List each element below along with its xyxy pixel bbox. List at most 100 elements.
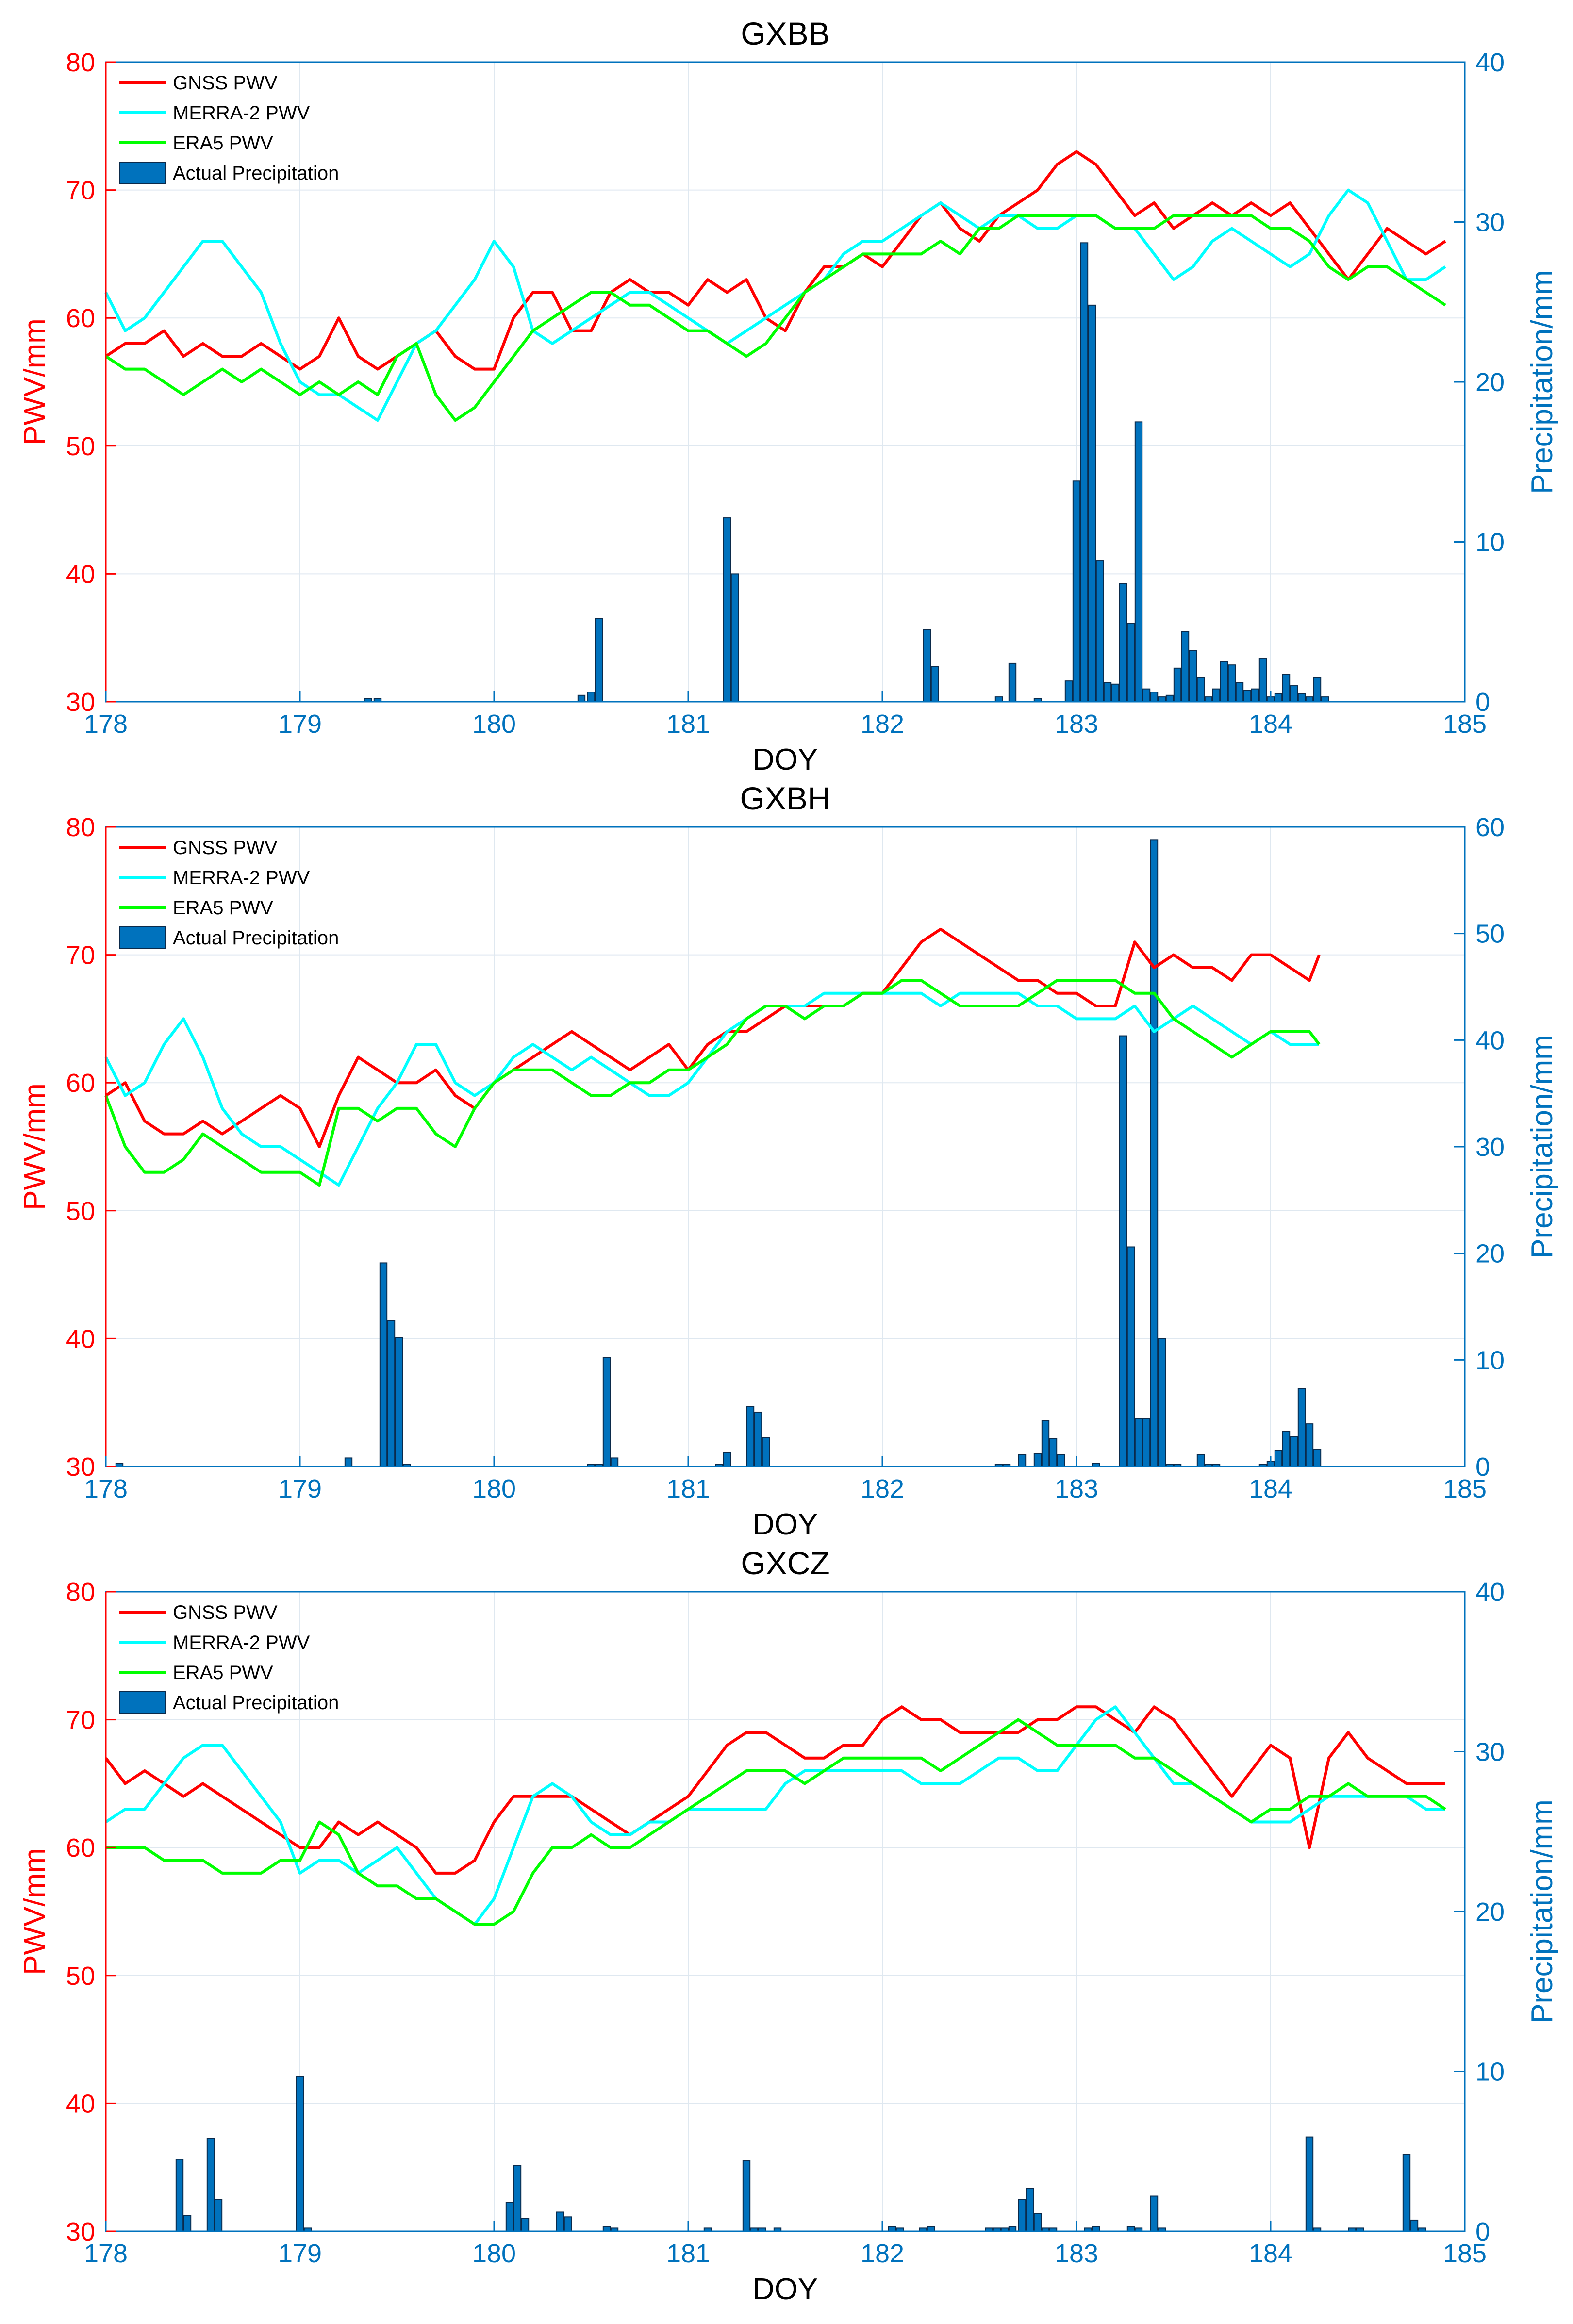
x-tick-label: 180 — [472, 2239, 516, 2268]
series-line-era5-pwv — [105, 214, 1446, 422]
precipitation-bar — [742, 2160, 751, 2232]
right-y-tick-label: 0 — [1475, 688, 1490, 717]
precipitation-bar — [1290, 1436, 1298, 1467]
series-line-gnss-pwv — [105, 927, 1321, 1148]
precipitation-bar — [214, 2199, 223, 2232]
precipitation-bar — [610, 1457, 619, 1467]
legend: GNSS PWV MERRA-2 PWV ERA5 PWV Actual Precip… — [119, 72, 339, 184]
x-tick-label: 179 — [278, 709, 322, 739]
x-tick-label: 183 — [1055, 709, 1098, 739]
right-y-tick-label: 20 — [1475, 1239, 1505, 1269]
precipitation-bar — [1057, 1454, 1065, 1467]
right-y-axis-label: Precipitation/mm — [1525, 1799, 1559, 2024]
x-tick-label: 185 — [1443, 709, 1487, 739]
series-line-merra-2-pwv — [104, 188, 1446, 422]
precipitation-bar — [1033, 1453, 1042, 1467]
legend-label: MERRA-2 PWV — [173, 1632, 310, 1653]
precipitation-bar — [1297, 693, 1306, 703]
y-axis-label: PWV/mm — [18, 318, 51, 445]
right-y-tick-label: 40 — [1475, 1578, 1505, 1607]
y-tick-label: 30 — [66, 2217, 95, 2246]
precipitation-bar — [1189, 650, 1197, 703]
x-tick-label: 178 — [84, 1474, 128, 1503]
precipitation-bar — [1251, 688, 1259, 703]
chart-title: GXBB — [741, 16, 829, 51]
precipitation-bar — [1196, 1454, 1205, 1467]
x-tick-label: 182 — [861, 2239, 904, 2268]
right-y-tick-label: 10 — [1475, 528, 1505, 557]
legend-swatch-precipitation — [119, 1691, 166, 1714]
y-axis-label: PWV/mm — [18, 1083, 51, 1210]
precipitation-bar — [1305, 2136, 1314, 2232]
precipitation-bars — [175, 2076, 1426, 2232]
y-tick-label: 60 — [66, 1069, 95, 1098]
precipitation-bar — [1134, 1418, 1143, 1467]
precipitation-bar — [206, 2138, 215, 2232]
precipitation-bar — [1313, 1449, 1322, 1467]
legend-label: MERRA-2 PWV — [173, 867, 310, 889]
x-tick-label: 184 — [1249, 2239, 1292, 2268]
legend-label: GNSS PWV — [173, 72, 278, 94]
precipitation-bar — [587, 692, 596, 702]
x-tick-label: 181 — [666, 2239, 710, 2268]
y-tick-label: 70 — [66, 941, 95, 970]
precipitation-bar — [1041, 1420, 1050, 1467]
x-tick-label: 179 — [278, 2239, 322, 2268]
right-y-tick-label: 30 — [1475, 1133, 1505, 1162]
precipitation-bar — [1064, 680, 1073, 703]
right-y-tick-label: 20 — [1475, 368, 1505, 397]
precipitation-bar — [183, 2215, 192, 2232]
precipitation-bar — [1049, 1438, 1058, 1467]
precipitation-bar — [395, 1337, 403, 1467]
precipitation-bar — [1305, 1423, 1314, 1467]
chart-panel-gxcz: 30 40 50 60 70 80 0 10 20 30 40 178 179 180 181 182 183 1… — [18, 1545, 1559, 2306]
legend-label: GNSS PWV — [173, 837, 278, 858]
right-y-axis-label: Precipitation/mm — [1525, 270, 1559, 494]
right-y-tick-label: 40 — [1475, 48, 1505, 77]
precipitation-bar — [1119, 1035, 1127, 1467]
precipitation-bar — [577, 694, 586, 702]
y-tick-label: 80 — [66, 48, 95, 77]
precipitation-bar — [1008, 662, 1017, 703]
precipitation-bar — [1290, 685, 1298, 703]
y-tick-label: 50 — [66, 432, 95, 461]
right-y-tick-label: 30 — [1475, 1738, 1505, 1767]
legend-label: ERA5 PWV — [173, 1662, 273, 1683]
precipitation-bar — [730, 573, 739, 703]
precipitation-bar — [723, 1452, 731, 1467]
precipitation-bar — [723, 517, 731, 702]
precipitation-bar — [1095, 560, 1104, 703]
precipitation-bar — [1142, 1418, 1151, 1467]
precipitation-bar — [505, 2202, 514, 2232]
legend-label: GNSS PWV — [173, 1602, 278, 1623]
x-tick-label: 178 — [84, 2239, 128, 2268]
right-y-tick-label: 30 — [1475, 208, 1505, 237]
precipitation-bar — [513, 2165, 522, 2232]
precipitation-bar — [1297, 1388, 1306, 1467]
x-tick-label: 184 — [1249, 709, 1292, 739]
right-y-axis-label: Precipitation/mm — [1525, 1035, 1559, 1259]
precipitation-bar — [595, 618, 603, 703]
precipitation-bar — [1196, 677, 1205, 702]
precipitation-bar — [1313, 677, 1322, 702]
precipitation-bar — [521, 2218, 530, 2232]
series-line-era5-pwv — [104, 979, 1321, 1187]
precipitation-bar — [175, 2159, 184, 2232]
precipitation-bar — [746, 1406, 755, 1467]
y-tick-label: 40 — [66, 2089, 95, 2118]
precipitation-bar — [387, 1320, 396, 1467]
precipitation-bar — [1026, 2188, 1034, 2232]
precipitation-bar — [563, 2216, 572, 2232]
legend: GNSS PWV MERRA-2 PWV ERA5 PWV Actual Precip… — [119, 837, 339, 949]
precipitation-bar — [379, 1262, 388, 1467]
chart-title: GXBH — [740, 780, 830, 816]
right-y-tick-label: 60 — [1475, 813, 1505, 842]
precipitation-bar — [1158, 1338, 1166, 1467]
precipitation-bar — [1274, 693, 1283, 703]
right-y-tick-label: 0 — [1475, 2217, 1490, 2246]
x-tick-label: 184 — [1249, 1474, 1292, 1503]
y-tick-label: 60 — [66, 1833, 95, 1862]
precipitation-bar — [602, 1357, 611, 1467]
x-tick-label: 185 — [1443, 2239, 1487, 2268]
y-tick-label: 40 — [66, 1324, 95, 1353]
